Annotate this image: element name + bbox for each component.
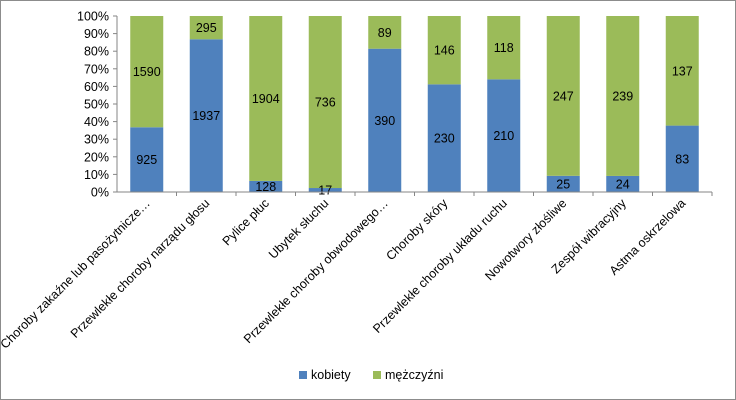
y-tick-label: 70% — [84, 62, 109, 76]
data-label-mezczyzni: 118 — [494, 41, 514, 55]
data-label-mezczyzni: 89 — [378, 26, 392, 40]
data-label-kobiety: 25 — [556, 177, 570, 191]
data-label-kobiety: 128 — [255, 180, 276, 194]
data-label-kobiety: 83 — [675, 152, 689, 166]
x-category-label: Ubytek słuchu — [266, 196, 331, 261]
bar-mezczyzni — [427, 16, 461, 85]
bar-kobiety — [308, 188, 342, 192]
data-label-mezczyzni: 1904 — [252, 92, 280, 106]
y-tick-label: 100% — [77, 10, 109, 24]
legend-swatch — [299, 371, 307, 379]
data-label-mezczyzni: 146 — [434, 44, 455, 58]
y-tick-label: 30% — [84, 133, 109, 147]
x-axis: Choroby zakaźne lub pasożytnicze…Przewle… — [0, 191, 713, 352]
legend: kobiety mężczyźni — [299, 368, 443, 382]
data-label-mezczyzni: 137 — [672, 64, 693, 78]
y-tick-label: 40% — [84, 115, 109, 129]
data-label-mezczyzni: 247 — [553, 89, 574, 103]
bar-kobiety — [606, 175, 640, 192]
data-label-kobiety: 17 — [318, 184, 332, 198]
bar-mezczyzni — [249, 16, 283, 181]
bar-kobiety — [546, 175, 580, 192]
legend-swatch — [373, 371, 381, 379]
bar-kobiety — [189, 39, 223, 192]
data-label-kobiety: 230 — [434, 132, 455, 146]
data-label-kobiety: 210 — [493, 129, 514, 143]
legend-label: kobiety — [311, 368, 351, 382]
data-label-kobiety: 390 — [374, 114, 395, 128]
y-tick-label: 90% — [84, 27, 109, 41]
x-category-label: Choroby skóry — [383, 196, 450, 263]
y-tick-label: 20% — [84, 150, 109, 164]
bar-kobiety — [665, 125, 699, 192]
bar-kobiety — [427, 84, 461, 192]
y-tick-label: 10% — [84, 168, 109, 182]
data-label-kobiety: 24 — [616, 177, 630, 191]
x-category-label: Pylice płuc — [220, 196, 272, 248]
bar-kobiety — [249, 180, 283, 192]
y-tick-label: 60% — [84, 80, 109, 94]
bar-mezczyzni — [189, 16, 223, 40]
bar-mezczyzni — [665, 16, 699, 126]
bar-kobiety — [368, 48, 402, 192]
bars: 925 1590 1937 295 128 1904 17 736 390 89 230 146 210… — [130, 16, 699, 198]
bar-kobiety — [487, 79, 521, 192]
legend-label: mężczyźni — [385, 368, 443, 382]
bar-mezczyzni — [308, 16, 342, 189]
y-tick-label: 0% — [91, 186, 109, 200]
y-tick-label: 50% — [84, 98, 109, 112]
bar-mezczyzni — [368, 16, 402, 49]
data-label-mezczyzni: 1590 — [133, 65, 161, 79]
data-label-mezczyzni: 736 — [315, 96, 336, 110]
data-label-kobiety: 925 — [136, 153, 157, 167]
bar-mezczyzni — [487, 16, 521, 80]
y-axis: 0% 10% 20% 30% 40% 50% 60% 70% 80% 90% 100% — [77, 10, 118, 200]
bar-kobiety — [130, 127, 164, 192]
data-label-mezczyzni: 295 — [196, 21, 217, 35]
y-tick-label: 80% — [84, 45, 109, 59]
bar-mezczyzni — [130, 16, 164, 128]
bar-mezczyzni — [606, 16, 640, 176]
data-label-kobiety: 1937 — [192, 109, 220, 123]
data-label-mezczyzni: 239 — [612, 89, 633, 103]
bar-mezczyzni — [546, 16, 580, 176]
